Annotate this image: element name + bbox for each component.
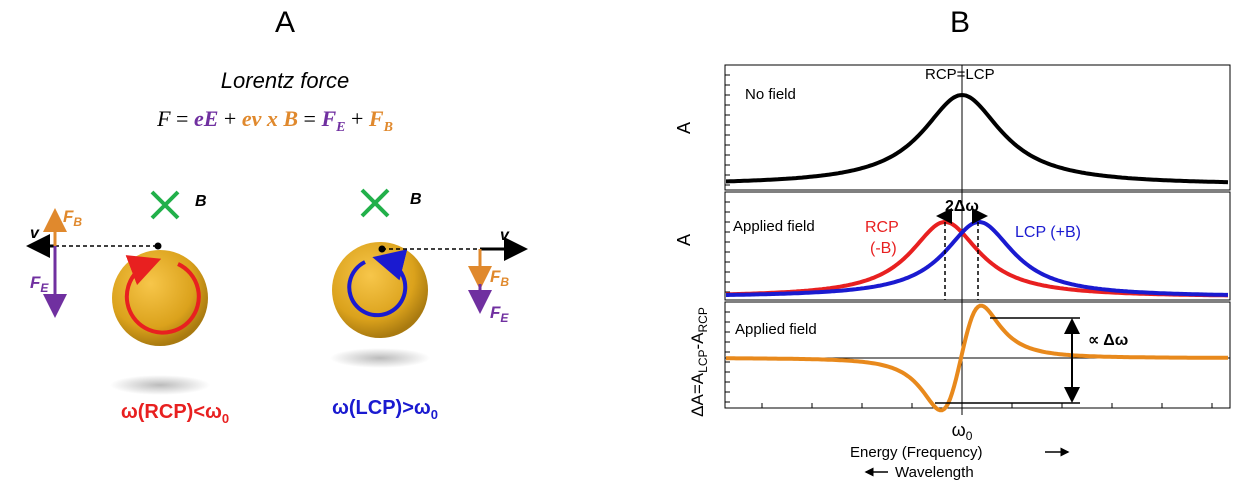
b-label: B [195, 193, 207, 210]
text: E [500, 311, 509, 325]
eq-part: ev x B [242, 106, 298, 131]
annotations [864, 208, 1080, 477]
text: 0 [222, 411, 229, 426]
text: LCP [696, 350, 710, 373]
split-label: 2Δω [945, 198, 979, 215]
eq-part: F [320, 106, 336, 131]
panel-label: B [950, 6, 970, 39]
eq-part: F [368, 106, 384, 131]
x-center: ω0 [952, 420, 973, 443]
curve [726, 303, 1228, 413]
caption: ω(RCP)<ω0 [121, 401, 229, 426]
right-particle [330, 188, 528, 368]
curve [726, 92, 1229, 185]
note: No field [745, 86, 796, 103]
text: ω(LCP)>ω [332, 397, 431, 419]
equation: F = eE + ev x B = FE + FB [156, 106, 393, 135]
eq-part: = [298, 106, 321, 131]
text: 0 [431, 407, 438, 422]
eq-part: F [156, 106, 171, 131]
text: 0 [966, 429, 973, 443]
note: Applied field [735, 321, 817, 338]
v-label: v [30, 225, 40, 242]
text: ω(RCP)<ω [121, 401, 222, 423]
text: B [73, 215, 82, 229]
text: B [500, 275, 509, 289]
rcp-label: RCP [865, 219, 899, 236]
text: ω [952, 420, 966, 440]
eq-part: = [171, 106, 194, 131]
left-particle [26, 190, 210, 395]
eq-part: + [218, 106, 241, 131]
amp-label: ∝ Δω [1088, 332, 1128, 349]
text: F [63, 207, 74, 226]
text: F [490, 267, 501, 286]
fb-label: FB [490, 267, 509, 289]
x-label: Wavelength [895, 464, 974, 481]
y-label: A [674, 122, 694, 134]
text: -A [688, 332, 707, 350]
note: Applied field [733, 218, 815, 235]
peak-label: RCP=LCP [925, 66, 995, 83]
curves [726, 92, 1229, 413]
title: Lorentz force [221, 68, 349, 93]
text: E [40, 281, 49, 295]
caption: ω(LCP)>ω0 [332, 397, 438, 422]
panel-label: A [275, 6, 295, 39]
fb-label: FB [63, 207, 82, 229]
b-label: B [410, 191, 422, 208]
text: F [490, 303, 501, 322]
fe-label: FE [30, 273, 49, 295]
eq-part: B [383, 120, 393, 135]
fe-label: FE [490, 303, 509, 325]
x-label: Energy (Frequency) [850, 444, 983, 461]
rcp-label: (-B) [870, 240, 897, 257]
eq-part: E [335, 120, 345, 135]
text: F [30, 273, 41, 292]
lcp-label: LCP (+B) [1015, 224, 1081, 241]
y-label: ΔA=ALCP-ARCP [688, 307, 710, 417]
v-label: v [500, 227, 510, 244]
text: ΔA=A [688, 372, 707, 417]
eq-part: + [345, 106, 368, 131]
y-label: A [674, 234, 694, 246]
eq-part: eE [194, 106, 218, 131]
text: RCP [696, 307, 710, 332]
